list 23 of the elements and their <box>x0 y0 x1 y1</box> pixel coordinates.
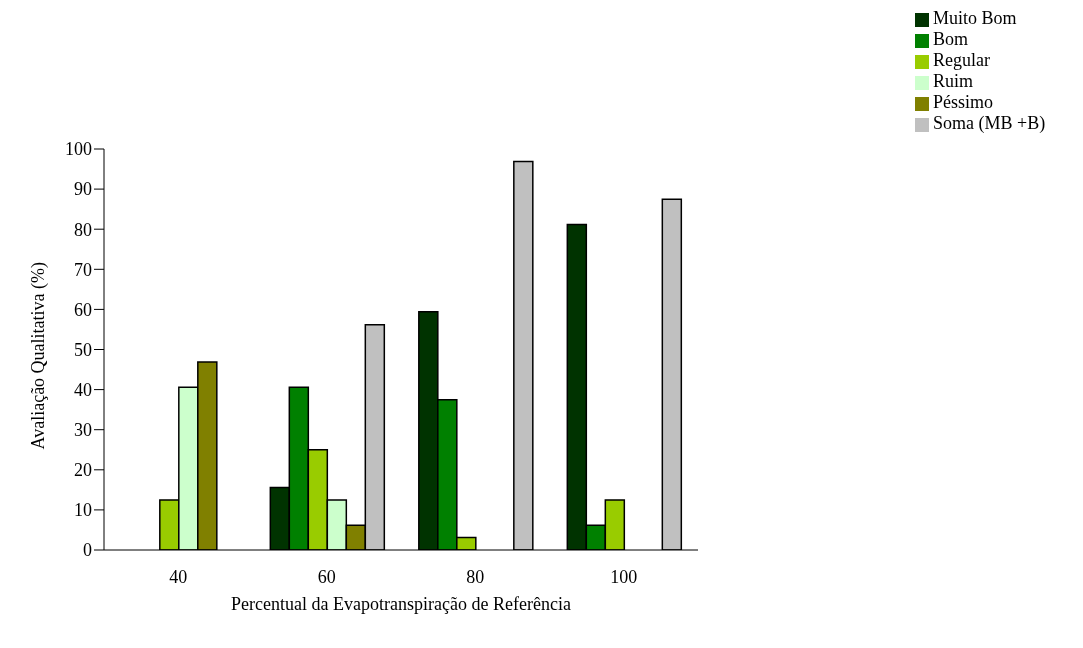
y-tick-label: 40 <box>74 379 92 400</box>
x-tick-label: 80 <box>466 566 485 587</box>
legend-label: Soma (MB +B) <box>933 113 1046 133</box>
x-tick-label: 40 <box>169 566 188 587</box>
y-tick-label: 30 <box>74 420 92 441</box>
y-tick-label: 10 <box>74 500 92 521</box>
x-axis-title: Percentual da Evapotranspiração de Referência <box>231 594 571 614</box>
x-tick-label: 100 <box>610 566 638 587</box>
y-tick-label: 100 <box>65 139 92 160</box>
y-tick-label: 0 <box>83 540 92 561</box>
y-tick-label: 70 <box>74 259 92 280</box>
legend-label: Regular <box>933 50 990 70</box>
legend-label: Bom <box>933 29 969 49</box>
x-tick-label: 60 <box>317 566 336 587</box>
y-tick-label: 50 <box>74 339 92 360</box>
legend-label: Ruim <box>933 71 974 91</box>
legend-label: Péssimo <box>933 92 994 112</box>
y-tick-label: 60 <box>74 299 92 320</box>
y-axis-title: Avaliação Qualitativa (%) <box>28 261 50 450</box>
y-tick-label: 90 <box>74 179 92 200</box>
y-tick-label: 20 <box>74 460 92 481</box>
legend-label: Muito Bom <box>933 8 1017 28</box>
y-tick-label: 80 <box>74 219 92 240</box>
